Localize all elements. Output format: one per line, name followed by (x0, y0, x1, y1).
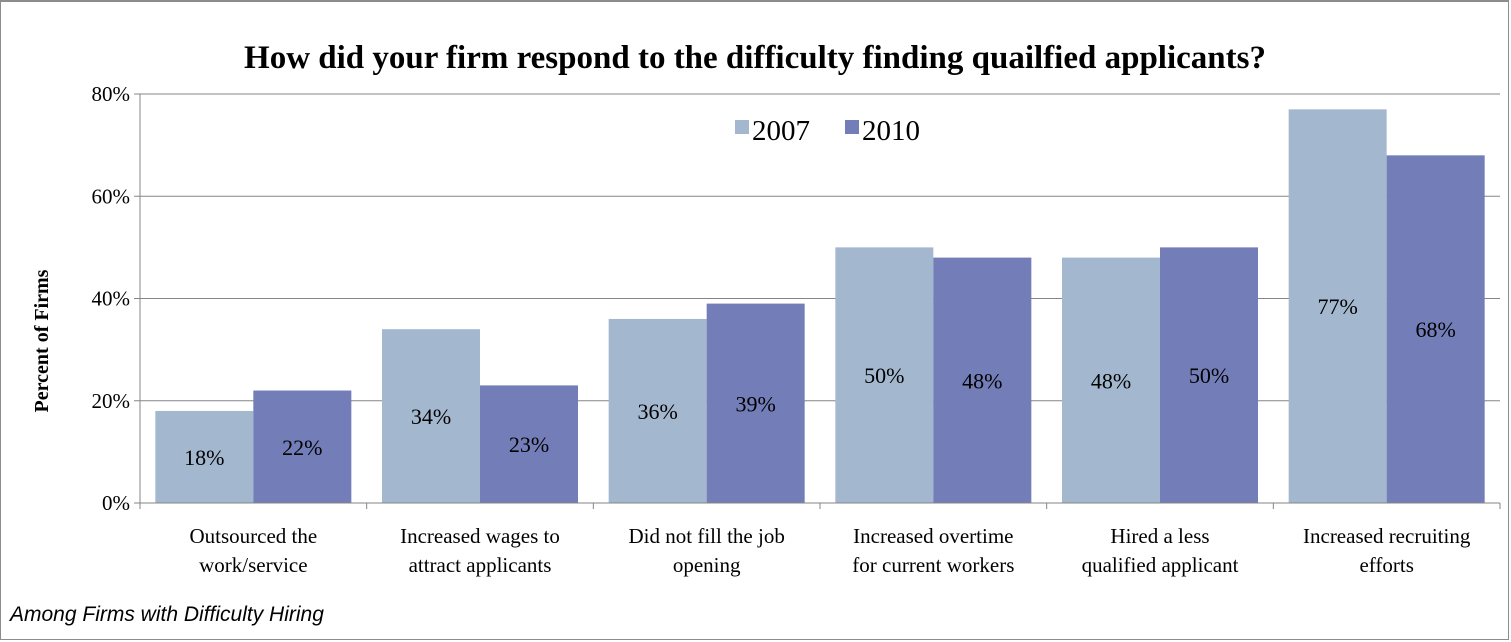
x-tick-label: attract applicants (409, 553, 552, 577)
data-label: 50% (1189, 363, 1229, 388)
x-tick-label: opening (673, 553, 741, 577)
x-tick-label: Hired a less (1110, 524, 1209, 548)
x-tick-label: Increased wages to (400, 524, 560, 548)
bar-2007-0 (155, 410, 254, 503)
y-tick-label: 80% (92, 82, 131, 106)
data-label: 48% (962, 368, 1002, 393)
legend-label-2007: 2007 (752, 115, 810, 147)
bar-2010-2 (706, 303, 805, 503)
y-tick-label: 60% (92, 184, 131, 208)
bar-2010-0 (253, 390, 352, 503)
legend-swatch-2007 (735, 120, 749, 134)
footnote: Among Firms with Difficulty Hiring (10, 603, 324, 626)
y-tick-label: 20% (92, 389, 131, 413)
data-label: 68% (1416, 317, 1456, 342)
x-tick-label: Increased recruiting (1303, 524, 1471, 548)
data-label: 34% (411, 404, 451, 429)
x-tick-label: Did not fill the job (629, 524, 785, 548)
data-label: 22% (282, 435, 322, 460)
y-tick-label: 40% (92, 287, 131, 311)
data-label: 18% (184, 445, 224, 470)
legend-label-2010: 2010 (862, 115, 920, 147)
data-label: 50% (864, 363, 904, 388)
axis-ticks: 0% 20% 40% 60% 80% Outsourced the work/service… (92, 82, 1501, 577)
x-tick-label: Outsourced the (189, 524, 317, 548)
bar-2007-5 (1288, 109, 1387, 504)
x-tick-label: efforts (1359, 553, 1413, 577)
bar-2007-2 (608, 318, 707, 503)
bar-2007-4 (1062, 257, 1160, 503)
bar-2010-4 (1160, 247, 1258, 503)
data-label: 77% (1318, 294, 1358, 319)
bar-2007-3 (835, 247, 934, 503)
bars: 18% 22% 34% 23% 36% 39% 50% 48% 48% 50% 77% 68% (155, 109, 1485, 504)
y-tick-label: 0% (102, 491, 130, 515)
x-tick-label: qualified applicant (1082, 553, 1239, 577)
data-label: 39% (736, 391, 776, 416)
bar-2010-5 (1386, 155, 1485, 503)
chart-title: How did your firm respond to the difficu… (244, 40, 1266, 76)
x-tick-label: work/service (199, 553, 307, 577)
x-tick-label: for current workers (852, 553, 1014, 577)
data-label: 36% (638, 399, 678, 424)
gridlines (140, 93, 1500, 402)
bar-2010-1 (480, 385, 578, 503)
data-label: 23% (509, 432, 549, 457)
legend-swatch-2010 (845, 120, 859, 134)
bar-2007-1 (382, 329, 480, 503)
y-axis-label: Percent of Firms (31, 269, 53, 412)
x-tick-label: Increased overtime (853, 524, 1013, 548)
bar-2010-3 (933, 257, 1032, 503)
legend: 2007 2010 (735, 115, 920, 147)
data-label: 48% (1091, 368, 1131, 393)
